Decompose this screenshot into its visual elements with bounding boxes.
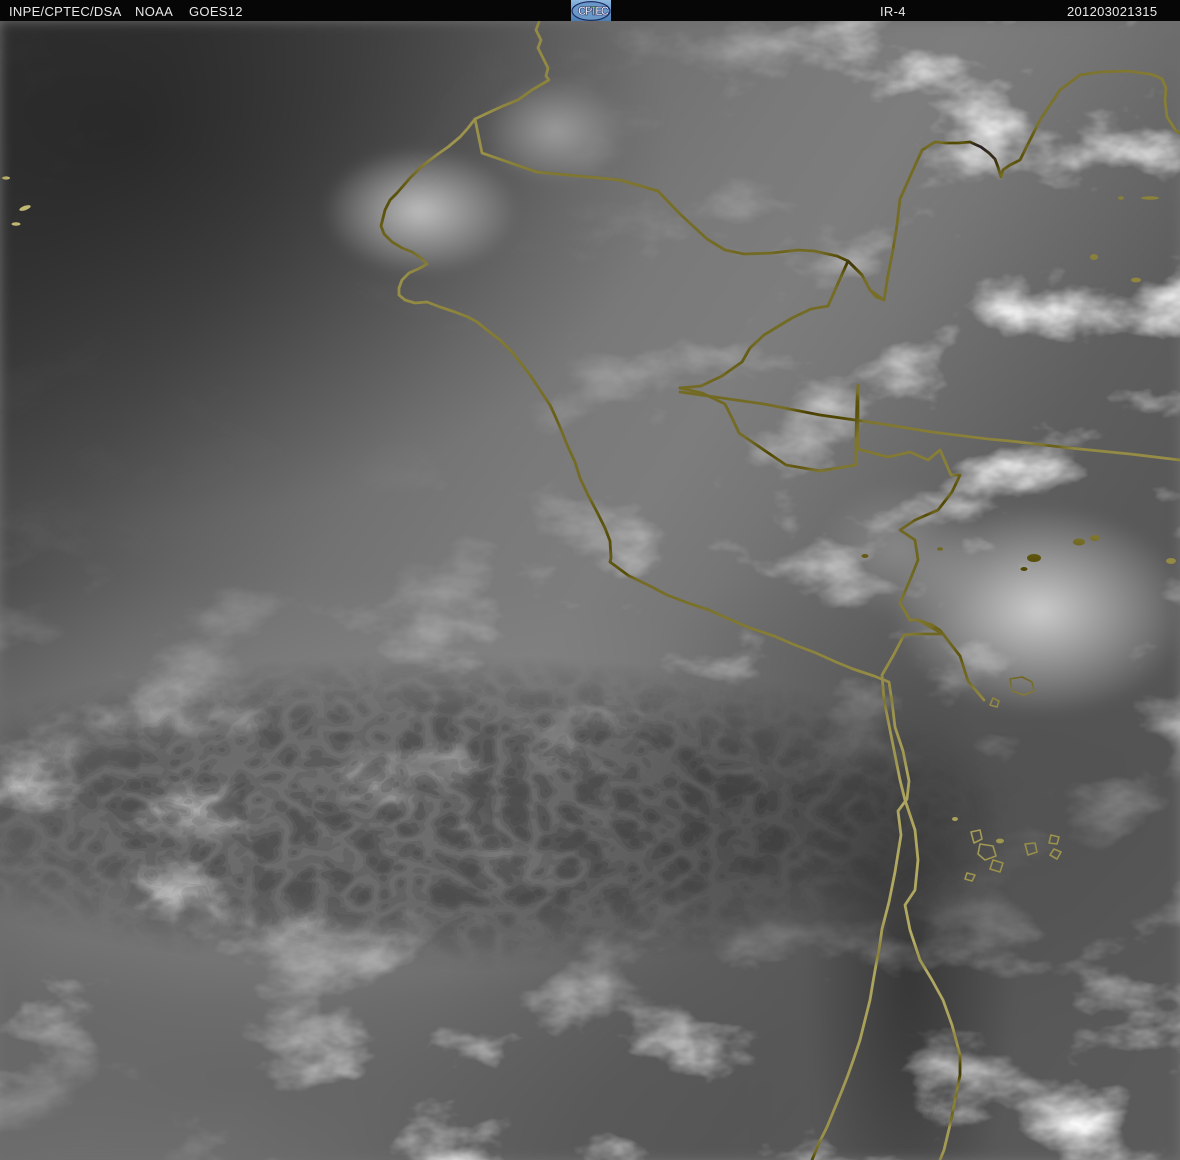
svg-text:C: C [601,6,610,18]
